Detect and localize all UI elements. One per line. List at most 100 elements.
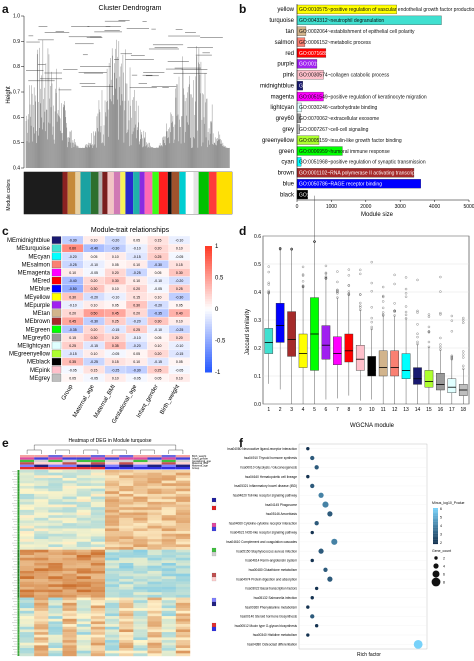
go-term-annotation: GO:0070062~extracellular exosome (299, 116, 379, 122)
deg-heatmap-cell (76, 568, 92, 572)
heatmap-cell-value: -0.30 (111, 247, 119, 251)
dendrogram-ytick-label: 0.8 (13, 64, 20, 70)
heatmap-cell-value: 0.15 (91, 368, 98, 372)
deg-heatmap-cell (62, 653, 77, 657)
deg-heatmap-cell (105, 483, 120, 487)
pvalue-legend-step (433, 514, 438, 516)
deg-heatmap-cell (62, 576, 77, 580)
deg-heatmap-cell (48, 509, 63, 513)
box-outlier (393, 314, 396, 317)
deg-heatmap-cell (62, 637, 77, 641)
row-annotation-cell (17, 536, 20, 540)
deg-heatmap-cell (175, 605, 191, 609)
deg-heatmap-cell (147, 640, 162, 643)
deg-heatmap-cell (62, 560, 77, 564)
deg-heatmap-cell (161, 576, 177, 580)
deg-heatmap-cell (119, 586, 134, 590)
pathway-label: hsa00512 Mucin type O-glycan biosynthesi… (235, 624, 298, 628)
annotation-cell (76, 467, 91, 470)
deg-heatmap-cell (105, 472, 120, 476)
deg-heatmap-cell (62, 597, 77, 601)
scale-step (205, 336, 212, 340)
pathway-dot (310, 483, 315, 489)
deg-heatmap-cell (119, 539, 134, 542)
deg-heatmap-cell (161, 600, 177, 604)
deg-heatmap-cell (133, 645, 148, 649)
deg-heatmap-cell (20, 499, 35, 503)
module-row-swatch (51, 325, 62, 333)
deg-heatmap-cell (62, 499, 77, 503)
pvalue-legend-step (433, 535, 438, 537)
deg-heatmap-cell (90, 600, 106, 604)
deg-heatmap-cell (105, 568, 120, 572)
heatmap-cell-value: 0.05 (176, 303, 183, 307)
module-color-segment (216, 172, 232, 214)
box-outlier (267, 289, 270, 293)
deg-heatmap-cell (105, 581, 120, 585)
deg-heatmap-cell (48, 608, 63, 612)
deg-heatmap-cell (90, 507, 106, 511)
heatmap-cell-value: 0.25 (112, 320, 119, 324)
deg-heatmap-cell (105, 565, 120, 569)
deg-heatmap-cell (48, 634, 63, 638)
annotation-cell (161, 462, 176, 465)
scale-step (205, 303, 212, 307)
heatmap-cell-value: 0.10 (69, 271, 76, 275)
heatmap-cell-value: -0.15 (154, 360, 162, 364)
box-outlier (462, 316, 465, 320)
deg-heatmap-cell (175, 576, 191, 580)
deg-heatmap-cell (175, 523, 191, 526)
deg-heatmap-cell (147, 470, 162, 473)
heatmap-cell-value: -0.30 (133, 368, 141, 372)
heatmap-cell (168, 373, 191, 383)
deg-heatmap-cell (161, 520, 177, 524)
deg-heatmap-cell (76, 501, 92, 505)
deg-heatmap-cell (105, 501, 120, 505)
gene-count-legend-title: Gene_count (432, 549, 451, 553)
box-outlier (301, 265, 305, 269)
deg-heatmap-cell (105, 560, 120, 564)
deg-heatmap-cell (105, 634, 120, 638)
deg-heatmap-cell (48, 483, 63, 487)
annotation-cell (175, 455, 190, 458)
gene-count-legend-tick: 2 (443, 557, 445, 561)
deg-heatmap-cell (133, 483, 148, 487)
deg-heatmap-cell (161, 480, 177, 484)
deg-heatmap-cell (133, 578, 148, 582)
go-term-annotation: GO:0006959~humoral immune response (299, 149, 390, 155)
box-outlier (301, 273, 305, 276)
heatmap-cell-value: 0.25 (155, 368, 162, 372)
deg-heatmap-cell (34, 653, 49, 657)
deg-heatmap-cell (105, 541, 120, 545)
annotation-cell (133, 457, 148, 460)
deg-heatmap-cell (90, 496, 106, 500)
deg-heatmap-cell (119, 470, 134, 473)
deg-heatmap-cell (62, 507, 77, 511)
box-outlier (382, 300, 385, 303)
pathway-label: hsa04621 NOD-like receptor signaling pat… (230, 531, 297, 535)
deg-heatmap-cell (105, 539, 120, 542)
deg-heatmap-cell (76, 536, 92, 540)
deg-heatmap-cell (62, 531, 77, 534)
box-outlier (267, 283, 270, 286)
box-outlier (450, 357, 453, 360)
box-outlier (347, 268, 350, 271)
deg-heatmap-cell (20, 576, 35, 580)
module-row-swatch (51, 260, 62, 269)
row-annotation-cell (17, 560, 20, 563)
jaccard-xtick-label: 11 (381, 407, 386, 413)
annotation-row-label: Birth_weight (192, 454, 207, 458)
deg-heatmap-cell (20, 605, 35, 609)
box-outlier (462, 350, 465, 353)
deg-heatmap-cell (161, 501, 177, 505)
deg-heatmap-cell (161, 592, 177, 596)
box-outlier (393, 302, 396, 305)
deg-heatmap-cell (20, 533, 35, 537)
deg-heatmap-cell (175, 483, 191, 487)
deg-heatmap-cell (48, 586, 63, 590)
scale-step (205, 276, 212, 280)
row-annotation-cell (17, 512, 20, 516)
deg-heatmap-cell (105, 528, 120, 532)
deg-heatmap-cell (62, 536, 77, 540)
heatmap-cell-value: 0.35 (112, 344, 119, 348)
